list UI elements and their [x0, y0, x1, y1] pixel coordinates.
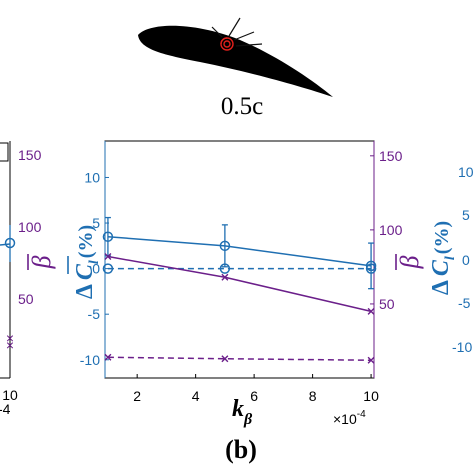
- x-tick-label: 2: [133, 388, 141, 404]
- series-4-point: [104, 353, 112, 361]
- series-4-line: [107, 356, 372, 361]
- x-multiplier: ×10-4: [333, 409, 366, 427]
- x-tick-label: 6: [250, 388, 258, 404]
- series-2-point: [102, 263, 114, 274]
- series-4-point: [221, 355, 229, 363]
- right-tick-label: 150: [379, 148, 403, 164]
- right-fragment-ylabel: ΔCl(%): [428, 221, 458, 295]
- series-2-point: [365, 263, 377, 274]
- left-x-exponent: -4: [0, 401, 11, 417]
- right-fragment-tick-neg5: -5: [458, 295, 471, 311]
- svg-text:β: β: [27, 255, 56, 269]
- right-fragment-tick-0: 0: [462, 252, 470, 268]
- series-layer: [102, 216, 377, 364]
- panel-label: (b): [225, 435, 257, 464]
- series-1-point: [219, 240, 231, 252]
- x-axis-label: kβ: [232, 396, 253, 428]
- series-1-point: [102, 231, 114, 242]
- left-axis-ticks: 10 5 0 -5 -10: [80, 169, 109, 368]
- right-fragment-tick-5: 5: [462, 207, 470, 223]
- x-tick-label: 4: [192, 388, 200, 404]
- series-2-point: [219, 263, 231, 274]
- right-panel-fragment: ΔCl(%) 10 5 0 -5 -10: [428, 164, 474, 355]
- left-fragment-x-marker-1: ×: [6, 330, 14, 346]
- right-axis-label: β: [395, 254, 424, 270]
- right-tick-label: 100: [379, 222, 403, 238]
- right-tick-label: 50: [379, 296, 395, 312]
- jet-rays-icon: [211, 17, 263, 47]
- left-tick-label: 5: [92, 215, 100, 231]
- left-right-tick-50: 50: [18, 291, 34, 307]
- left-panel-fragment: 150 100 50 β × × 10 -4: [0, 141, 56, 417]
- left-tick-label: 10: [84, 169, 100, 185]
- svg-text:β: β: [395, 255, 424, 269]
- left-right-tick-150: 150: [18, 147, 42, 163]
- series-3-point: [221, 273, 229, 281]
- x-tick-label: 10: [363, 388, 379, 404]
- left-fragment-x-marker-2: ×: [6, 337, 14, 353]
- series-1-line: [107, 235, 372, 267]
- left-axis-label: ΔCl(%): [67, 225, 102, 299]
- left-tick-label: -5: [88, 306, 101, 322]
- synthetic-jet-icon: [220, 37, 234, 51]
- series-3-line: [107, 255, 372, 313]
- x-axis-ticks: 2 4 6 8 10: [133, 374, 379, 404]
- right-axis-ticks: 150 100 50: [370, 148, 403, 312]
- right-fragment-tick-10: 10: [458, 164, 474, 180]
- series-4-point: [367, 356, 375, 364]
- left-x-tick-10: 10: [2, 387, 18, 403]
- left-right-tick-100: 100: [18, 219, 42, 235]
- series-1-point: [365, 260, 377, 272]
- x-tick-label: 8: [309, 388, 317, 404]
- left-beta-axis-label: β: [27, 254, 56, 270]
- svg-text:ΔCl(%): ΔCl(%): [72, 225, 102, 299]
- airfoil-illustration: 0.5c: [138, 17, 333, 120]
- series-3-point: [367, 307, 375, 315]
- left-legend-box-edge: [0, 142, 9, 162]
- jet-position-label: 0.5c: [221, 93, 263, 120]
- right-fragment-tick-neg10: -10: [452, 339, 472, 355]
- airfoil-shape: [138, 25, 333, 97]
- plot-frame: [104, 140, 375, 379]
- left-tick-label: -10: [80, 352, 100, 368]
- left-tick-label: 0: [92, 261, 100, 277]
- series-3-point: [104, 253, 112, 261]
- svg-text:ΔCl(%): ΔCl(%): [428, 221, 458, 295]
